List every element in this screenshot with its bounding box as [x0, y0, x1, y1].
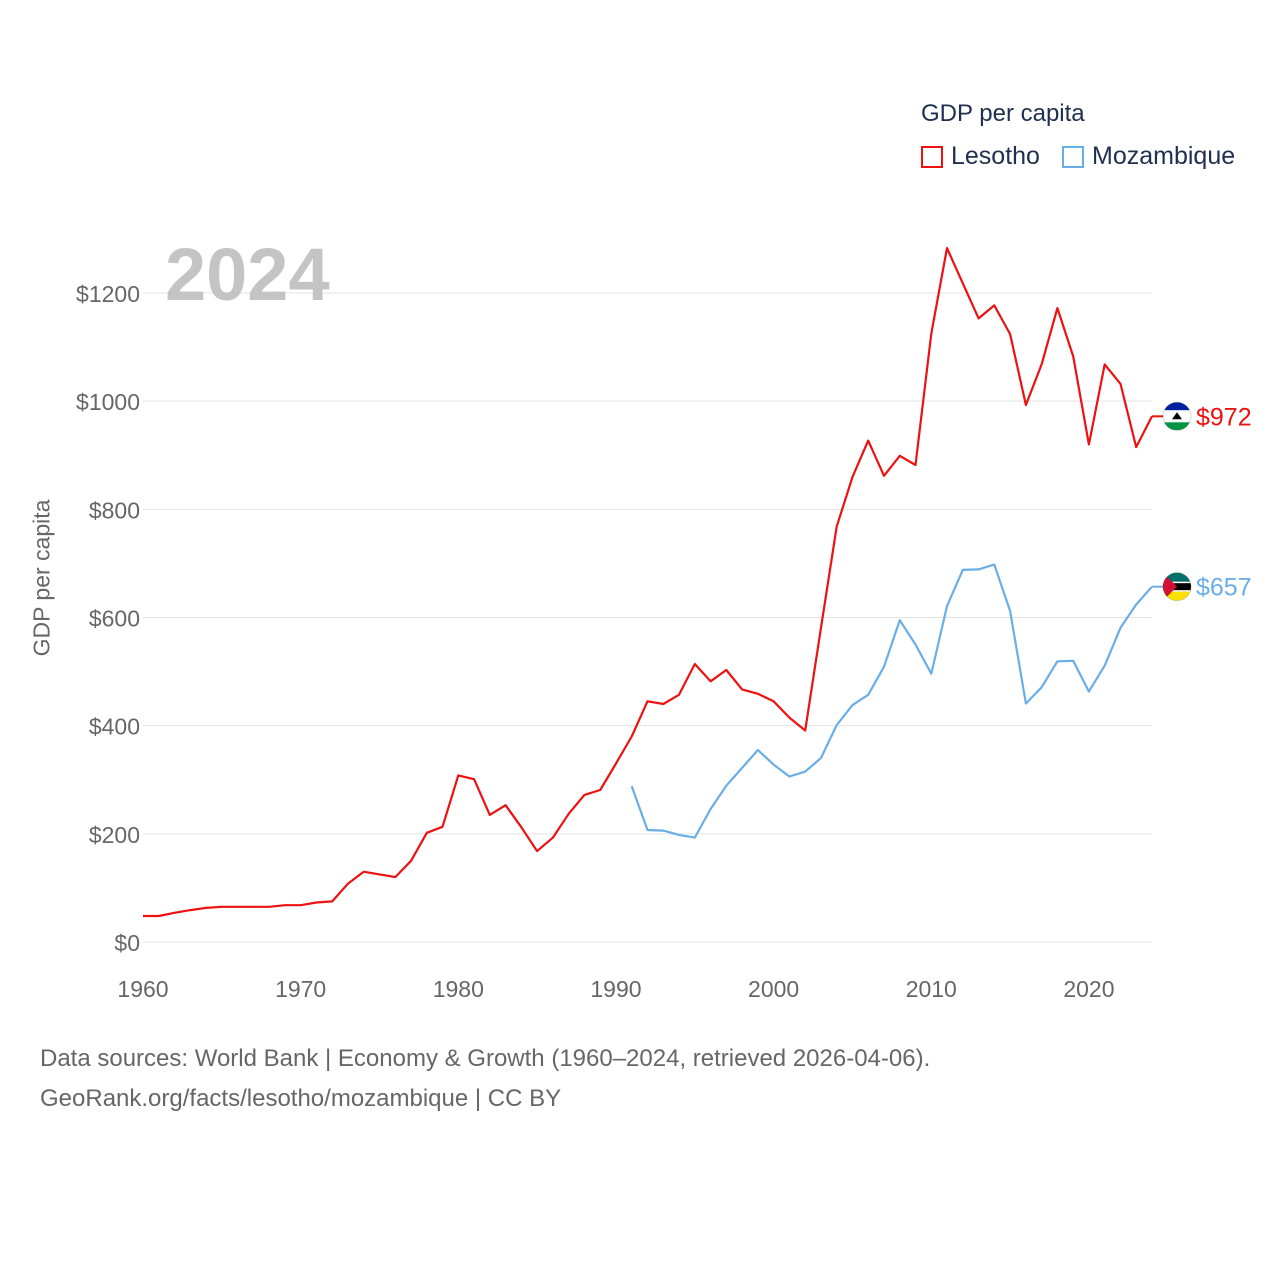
source-link[interactable]: GeoRank.org/facts/lesotho/mozambique | C… [40, 1085, 562, 1112]
x-tick-label: 2020 [1063, 976, 1114, 1002]
year-watermark: 2024 [165, 233, 330, 316]
x-axis-ticks: 1960 1970 1980 1990 2000 2010 2020 [117, 976, 1114, 1002]
series-lines [143, 247, 1153, 918]
source-note: Data sources: World Bank | Economy & Gro… [40, 1045, 931, 1072]
flag-mozambique-icon [1162, 572, 1192, 602]
y-tick-label: $600 [89, 606, 140, 632]
legend-item-lesotho[interactable]: Lesotho [921, 142, 1040, 171]
legend-swatch-lesotho [921, 145, 943, 168]
x-tick-label: 1970 [275, 976, 326, 1002]
legend-label-lesotho: Lesotho [951, 142, 1040, 170]
y-tick-label: $1000 [76, 389, 140, 415]
series-line-lesotho [143, 247, 1153, 918]
end-label-mozambique: $657 [1196, 574, 1252, 602]
y-tick-label: $0 [114, 930, 140, 956]
flag-lesotho-icon [1162, 401, 1192, 431]
end-label-lesotho: $972 [1196, 403, 1252, 431]
y-axis-ticks: $0 $200 $400 $600 $800 $1000 $1200 [76, 281, 140, 956]
legend-label-mozambique: Mozambique [1092, 142, 1236, 170]
y-tick-label: $800 [89, 497, 140, 523]
x-tick-label: 1960 [117, 976, 168, 1002]
legend-swatch-mozambique [1062, 145, 1084, 168]
x-tick-label: 2000 [748, 976, 799, 1002]
x-tick-label: 2010 [906, 976, 957, 1002]
series-end-markers: $972 $657 [1152, 401, 1252, 602]
y-tick-label: $200 [89, 822, 140, 848]
y-tick-label: $400 [89, 714, 140, 740]
legend-item-mozambique[interactable]: Mozambique [1062, 142, 1235, 171]
y-tick-label: $1200 [76, 281, 140, 307]
series-line-mozambique [630, 563, 1153, 839]
x-tick-label: 1990 [590, 976, 641, 1002]
x-tick-label: 1980 [433, 976, 484, 1002]
grid-lines [143, 292, 1152, 943]
y-axis-title: GDP per capita [28, 499, 55, 657]
legend-title: GDP per capita [921, 100, 1085, 127]
